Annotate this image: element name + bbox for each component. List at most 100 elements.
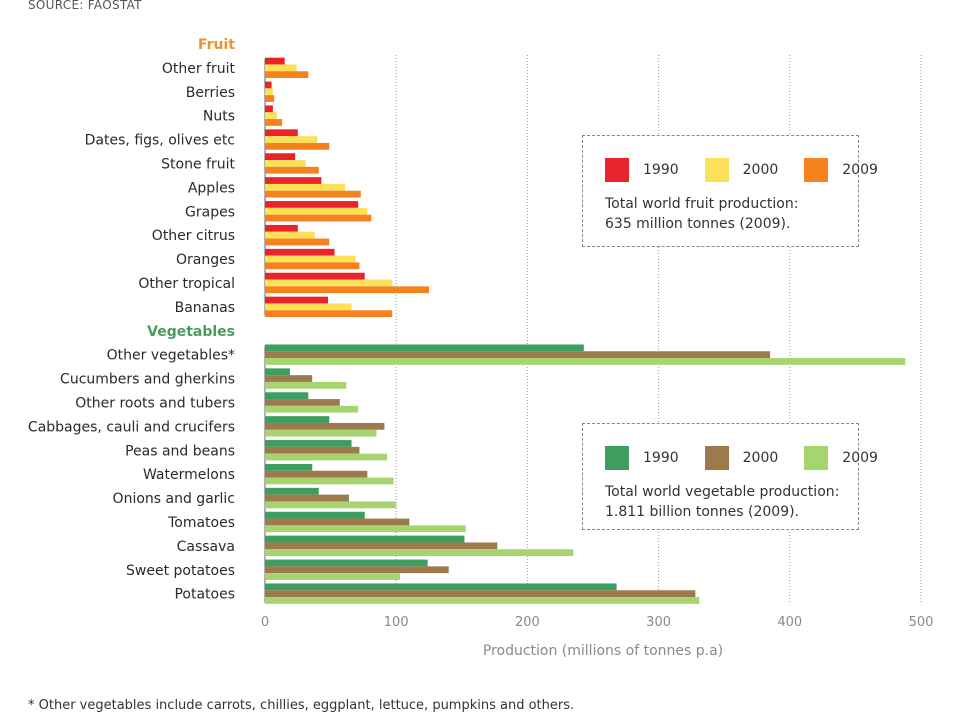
bar-fruit-2009 [265, 214, 372, 222]
category-label: Tomatoes [167, 515, 235, 531]
bar-fruit-2009 [265, 262, 360, 270]
bar-fruit-1990 [265, 57, 285, 65]
bar-vegetables-1990 [265, 440, 352, 447]
bar-fruit-1990 [265, 224, 298, 232]
category-label: Nuts [203, 109, 235, 125]
legend-swatch-fruit-2009 [804, 158, 829, 182]
vegetables-legend-row: 1990 2000 2009 [605, 446, 904, 470]
category-label: Peas and beans [125, 443, 235, 459]
category-label: Onions and garlic [113, 491, 235, 507]
bar-fruit-2000 [265, 207, 368, 215]
category-label: Potatoes [174, 587, 235, 603]
vegetables-legend: 1990 2000 2009 Total world vegetable pro… [582, 423, 878, 530]
bar-fruit-2009 [265, 286, 429, 294]
bar-vegetables-1990 [265, 535, 465, 543]
x-tick-100: 100 [384, 615, 409, 630]
category-label: Bananas [175, 300, 235, 316]
bar-fruit-2000 [265, 136, 318, 143]
bar-vegetables-2000 [265, 470, 368, 478]
x-axis-label: Production (millions of tonnes p.a) [483, 643, 723, 659]
category-label: Stone fruit [161, 156, 235, 172]
legend-swatch-veg-2009 [804, 446, 829, 470]
fruit-total-note: Total world fruit production: 635 millio… [605, 194, 798, 234]
bar-fruit-2009 [265, 238, 330, 246]
bar-vegetables-2009 [265, 597, 700, 604]
bar-vegetables-2009 [265, 381, 347, 389]
category-label: Oranges [176, 252, 235, 268]
bar-fruit-2000 [265, 88, 273, 96]
bar-fruit-1990 [265, 129, 298, 137]
legend-label-veg-2009: 2009 [842, 450, 878, 466]
bar-fruit-2009 [265, 95, 275, 102]
bar-vegetables-2000 [265, 399, 340, 406]
fruit-legend-row: 1990 2000 2009 [605, 158, 904, 182]
category-label: Other roots and tubers [75, 395, 235, 411]
bar-vegetables-2000 [265, 375, 313, 382]
category-label: Other fruit [162, 61, 236, 77]
bar-fruit-2000 [265, 64, 297, 72]
category-label: Cassava [177, 539, 235, 555]
bar-vegetables-2009 [265, 501, 397, 509]
legend-swatch-fruit-2000 [704, 158, 729, 182]
bar-fruit-1990 [265, 201, 359, 208]
footnote: * Other vegetables include carrots, chil… [28, 698, 575, 713]
bar-vegetables-1990 [265, 511, 365, 519]
veg-total-line1: Total world vegetable production: [605, 484, 840, 500]
vegetables-total-note: Total world vegetable production: 1.811 … [605, 482, 839, 522]
bar-vegetables-2009 [265, 573, 401, 580]
category-label: Watermelons [143, 467, 235, 483]
bar-vegetables-2000 [265, 422, 385, 430]
category-label: Sweet potatoes [126, 563, 235, 579]
legend-label-veg-2000: 2000 [742, 450, 779, 466]
legend-label-veg-1990: 1990 [643, 450, 679, 466]
group-header-fruit: Fruit [198, 37, 235, 53]
category-label: Grapes [185, 204, 235, 220]
legend-label-fruit-1990: 1990 [643, 162, 679, 178]
category-label: Other citrus [152, 228, 235, 244]
category-label: Berries [186, 85, 235, 101]
bar-vegetables-1990 [265, 392, 309, 400]
category-label: Cucumbers and gherkins [60, 372, 235, 388]
bar-fruit-2000 [265, 279, 393, 287]
bar-fruit-2009 [265, 119, 283, 126]
bar-fruit-1990 [265, 177, 322, 184]
veg-total-line2: 1.811 billion tonnes (2009). [605, 504, 800, 520]
fruit-total-line1: Total world fruit production: [605, 196, 799, 212]
bar-vegetables-1990 [265, 368, 290, 376]
bar-vegetables-2009 [265, 358, 906, 365]
bar-vegetables-2000 [265, 542, 498, 550]
bar-vegetables-1990 [265, 416, 330, 423]
bar-fruit-2000 [265, 303, 352, 311]
bar-vegetables-2009 [265, 453, 388, 461]
bar-fruit-2000 [265, 160, 306, 167]
bar-vegetables-2009 [265, 525, 466, 533]
bar-vegetables-2009 [265, 429, 377, 437]
x-tick-200: 200 [515, 615, 540, 630]
bar-fruit-1990 [265, 296, 328, 304]
category-label: Other vegetables* [107, 348, 235, 364]
bar-fruit-1990 [265, 81, 272, 89]
bar-vegetables-1990 [265, 487, 319, 495]
bar-fruit-2009 [265, 71, 309, 79]
category-label: Cabbages, cauli and crucifers [28, 419, 235, 435]
bar-fruit-1990 [265, 105, 273, 113]
x-tick-400: 400 [777, 615, 802, 630]
x-tick-500: 500 [909, 615, 934, 630]
legend-label-fruit-2000: 2000 [742, 162, 779, 178]
bar-fruit-2009 [265, 190, 361, 198]
category-label: Apples [188, 180, 235, 196]
bar-vegetables-2009 [265, 549, 574, 557]
bar-fruit-2009 [265, 310, 393, 318]
category-label: Dates, figs, olives etc [85, 133, 235, 149]
bar-fruit-2000 [265, 255, 356, 263]
bar-fruit-2000 [265, 112, 277, 120]
x-tick-300: 300 [646, 615, 671, 630]
bar-vegetables-2000 [265, 494, 349, 502]
bar-fruit-2009 [265, 166, 319, 174]
source-note: SOURCE: FAOSTAT [28, 0, 142, 12]
x-tick-0: 0 [261, 615, 269, 630]
bar-vegetables-2000 [265, 590, 696, 598]
bar-vegetables-2009 [265, 477, 394, 485]
bars [265, 57, 906, 604]
fruit-legend: 1990 2000 2009 Total world fruit product… [582, 135, 878, 247]
